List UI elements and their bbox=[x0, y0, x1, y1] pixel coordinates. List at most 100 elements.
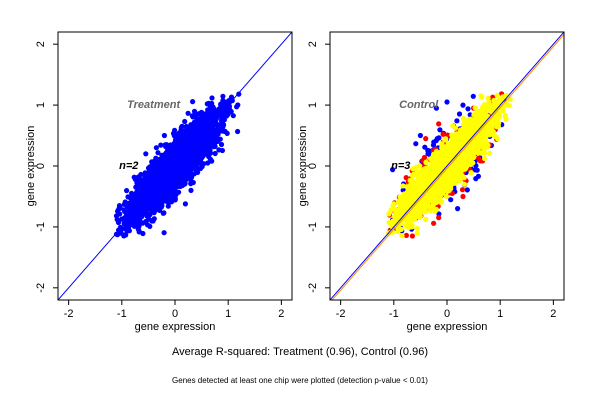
data-point-yellow bbox=[390, 206, 396, 212]
data-point bbox=[193, 154, 199, 160]
data-point-blue bbox=[455, 206, 461, 212]
data-point-red bbox=[423, 136, 429, 142]
data-point bbox=[135, 199, 141, 206]
y-tick-label: 1 bbox=[35, 102, 47, 108]
data-point bbox=[221, 117, 227, 123]
data-point bbox=[204, 139, 210, 145]
x-tick-label: 0 bbox=[172, 308, 178, 320]
data-point-red bbox=[409, 233, 415, 239]
data-point bbox=[187, 157, 194, 163]
data-point-blue bbox=[426, 151, 432, 157]
data-point bbox=[214, 108, 221, 114]
data-point bbox=[167, 189, 174, 195]
data-point bbox=[183, 156, 189, 162]
data-point bbox=[195, 142, 201, 148]
data-point bbox=[151, 216, 157, 222]
data-point bbox=[140, 230, 146, 237]
data-point-blue bbox=[464, 187, 470, 193]
data-point-blue bbox=[413, 141, 419, 147]
data-point bbox=[140, 188, 146, 194]
data-point-yellow bbox=[402, 223, 409, 229]
data-point bbox=[126, 200, 132, 206]
data-point bbox=[195, 130, 201, 137]
data-point bbox=[123, 232, 129, 238]
data-point bbox=[196, 111, 202, 117]
data-point bbox=[204, 152, 211, 158]
data-point bbox=[188, 150, 194, 156]
data-point bbox=[177, 145, 184, 152]
data-point bbox=[145, 184, 151, 190]
data-point-blue bbox=[456, 111, 463, 117]
data-point bbox=[131, 174, 137, 180]
data-point-red bbox=[436, 121, 442, 127]
data-point bbox=[218, 141, 225, 148]
data-point bbox=[188, 187, 194, 193]
data-point bbox=[138, 171, 144, 178]
data-point bbox=[136, 184, 142, 190]
y-tick-label: 0 bbox=[35, 163, 47, 169]
data-point-yellow bbox=[414, 225, 420, 232]
data-point bbox=[127, 209, 134, 215]
data-point bbox=[185, 110, 191, 116]
data-point-yellow bbox=[494, 92, 500, 98]
data-point bbox=[149, 175, 155, 181]
data-point bbox=[158, 142, 164, 148]
data-point-yellow bbox=[468, 170, 474, 176]
data-point bbox=[172, 182, 178, 188]
data-point bbox=[129, 222, 135, 228]
data-point-red bbox=[403, 232, 409, 238]
data-point bbox=[142, 192, 148, 198]
data-point bbox=[217, 136, 223, 142]
data-point bbox=[189, 163, 195, 169]
data-point bbox=[225, 99, 231, 105]
data-point bbox=[197, 160, 204, 167]
data-point-blue bbox=[437, 127, 443, 133]
data-point bbox=[177, 136, 183, 142]
data-point bbox=[165, 148, 171, 154]
data-point bbox=[183, 123, 189, 130]
data-point-yellow bbox=[390, 229, 396, 235]
data-point-blue bbox=[430, 142, 437, 148]
data-point bbox=[163, 181, 169, 187]
data-point bbox=[207, 145, 213, 151]
data-point bbox=[213, 137, 219, 144]
data-point bbox=[212, 150, 218, 157]
data-point-yellow bbox=[411, 171, 417, 177]
data-point bbox=[162, 153, 168, 159]
y-axis-title: gene expression bbox=[25, 126, 37, 207]
data-point bbox=[202, 146, 208, 153]
data-point bbox=[205, 160, 211, 166]
data-point bbox=[153, 145, 159, 151]
data-point bbox=[113, 231, 120, 237]
data-point bbox=[218, 101, 224, 107]
data-point-blue bbox=[433, 138, 439, 144]
data-point bbox=[180, 173, 186, 179]
data-point bbox=[209, 124, 215, 130]
data-point bbox=[221, 112, 227, 118]
data-point bbox=[126, 224, 132, 230]
y-tick-label: -1 bbox=[35, 222, 47, 232]
data-point bbox=[117, 224, 123, 230]
data-point bbox=[182, 201, 188, 207]
data-point bbox=[160, 210, 166, 216]
data-point bbox=[186, 141, 192, 147]
data-point bbox=[135, 208, 141, 214]
panel-title: Treatment bbox=[127, 99, 181, 111]
data-point bbox=[179, 123, 185, 129]
data-point-blue bbox=[433, 105, 439, 111]
data-point bbox=[150, 208, 157, 214]
y-tick-label: 2 bbox=[35, 41, 47, 47]
data-point bbox=[162, 142, 168, 148]
data-point-blue bbox=[467, 112, 473, 118]
data-point bbox=[183, 169, 189, 175]
data-point-yellow bbox=[460, 122, 467, 128]
data-point bbox=[199, 125, 205, 131]
data-point bbox=[167, 177, 173, 183]
data-point bbox=[195, 125, 201, 131]
data-point bbox=[143, 202, 149, 208]
data-point bbox=[124, 188, 130, 194]
data-point bbox=[208, 128, 214, 135]
x-tick-label: -2 bbox=[64, 308, 74, 320]
